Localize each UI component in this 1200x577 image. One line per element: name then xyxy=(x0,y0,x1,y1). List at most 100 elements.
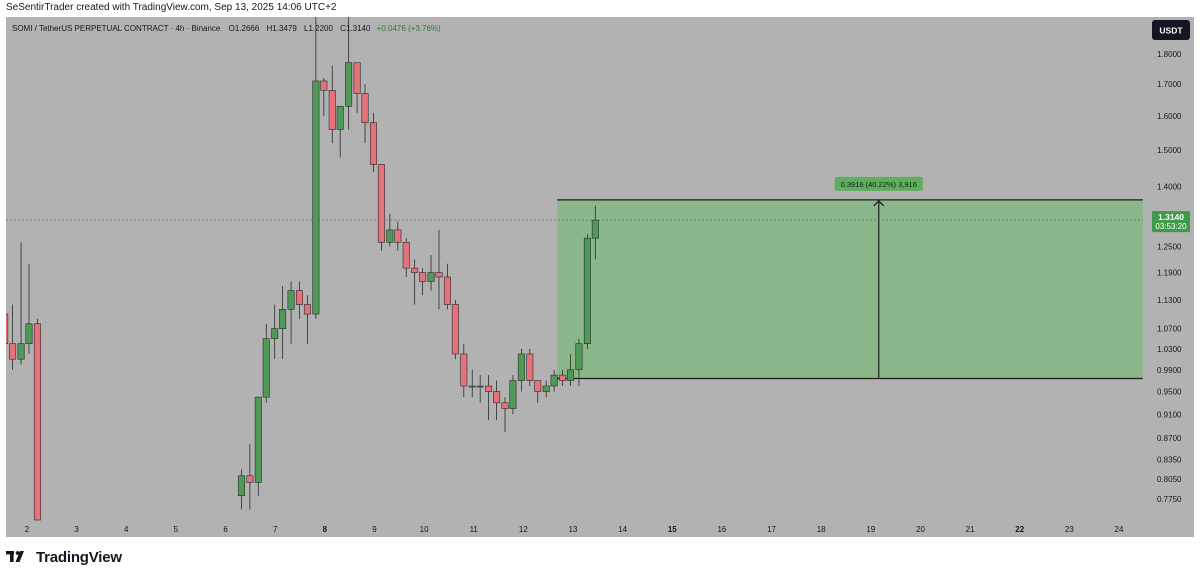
candle xyxy=(361,84,369,144)
date-tick-label: 10 xyxy=(420,525,429,534)
legend-low: L1.2200 xyxy=(304,24,333,33)
candles xyxy=(6,17,599,521)
candle xyxy=(468,369,476,398)
date-tick-label: 11 xyxy=(470,525,479,534)
candle xyxy=(17,242,25,365)
price-tick-label: 1.0700 xyxy=(1157,325,1182,334)
legend-high: H1.3479 xyxy=(267,24,298,33)
date-tick-label: 17 xyxy=(767,525,776,534)
tradingview-brand: TradingView xyxy=(36,548,122,566)
candle xyxy=(303,295,311,344)
price-tick-label: 1.1300 xyxy=(1157,296,1182,305)
date-tick-label: 23 xyxy=(1065,525,1074,534)
candle xyxy=(262,323,270,403)
date-tick-label: 24 xyxy=(1115,525,1124,534)
candle xyxy=(435,229,443,310)
date-tick-label: 9 xyxy=(372,525,377,534)
candle xyxy=(369,112,377,172)
date-tick-label: 20 xyxy=(916,525,925,534)
candle xyxy=(353,62,361,113)
candle xyxy=(427,255,435,291)
candle xyxy=(591,205,599,260)
candle xyxy=(9,304,17,370)
candle xyxy=(509,375,517,415)
candle xyxy=(559,369,567,387)
date-tick-label: 6 xyxy=(223,525,228,534)
candle xyxy=(386,213,394,247)
legend-change: +0.0476 (+3.76%) xyxy=(377,24,441,33)
candle xyxy=(485,375,493,421)
bar-countdown: 03:53:20 xyxy=(1155,222,1187,231)
candle xyxy=(296,281,304,319)
date-tick-label: 16 xyxy=(717,525,726,534)
tradingview-logo-icon xyxy=(6,551,24,562)
candle xyxy=(550,369,558,392)
price-tick-label: 0.9900 xyxy=(1157,366,1182,375)
date-tick-label: 12 xyxy=(519,525,528,534)
price-tick-label: 1.5000 xyxy=(1157,146,1182,155)
price-tick-label: 0.7750 xyxy=(1157,495,1182,504)
price-tick-label: 1.7000 xyxy=(1157,80,1182,89)
candle xyxy=(451,299,459,360)
arrow-up-icon xyxy=(873,200,885,207)
candle xyxy=(411,259,419,305)
candle xyxy=(271,304,279,360)
candle xyxy=(542,380,550,398)
measure-label-bg xyxy=(834,176,923,191)
candle xyxy=(320,77,328,117)
candle xyxy=(460,343,468,398)
price-chart[interactable]: 0.3916 (40.22%) 3,916 1.8000 1.7000 1.6000… xyxy=(6,17,1194,537)
price-tick-label: 1.0300 xyxy=(1157,345,1182,354)
date-tick-label: 8 xyxy=(323,525,328,534)
price-tick-label: 1.6000 xyxy=(1157,112,1182,121)
date-tick-label: 21 xyxy=(966,525,975,534)
candle xyxy=(279,286,287,360)
candle xyxy=(534,380,542,403)
date-tick-label: 4 xyxy=(124,525,129,534)
legend-open: O1.2666 xyxy=(229,24,260,33)
price-axis[interactable]: 1.8000 1.7000 1.6000 1.5000 1.4000 1.2500 1.19… xyxy=(1157,50,1182,504)
date-tick-label: 5 xyxy=(174,525,179,534)
candle xyxy=(287,281,295,344)
price-tick-label: 1.1900 xyxy=(1157,269,1182,278)
legend-close: C1.3140 xyxy=(340,24,371,33)
date-tick-label: 2 xyxy=(25,525,30,534)
candle xyxy=(6,313,9,345)
currency-button[interactable]: USDT xyxy=(1152,20,1190,40)
candle xyxy=(328,65,336,144)
price-tick-label: 1.2500 xyxy=(1157,243,1182,252)
candle xyxy=(345,17,353,130)
date-tick-label: 3 xyxy=(74,525,79,534)
date-tick-label: 14 xyxy=(618,525,627,534)
time-axis[interactable]: 2 3 4 5 6 7 8 9 10 11 12 13 14 15 16 17 18 19 20 21 22 23 24 xyxy=(25,525,1124,534)
last-price-value: 1.3140 xyxy=(1158,212,1184,222)
date-tick-label: 15 xyxy=(668,525,677,534)
candle xyxy=(583,234,591,349)
price-tick-label: 0.9500 xyxy=(1157,388,1182,397)
candle xyxy=(394,221,402,251)
date-tick-label: 22 xyxy=(1015,525,1024,534)
candle xyxy=(33,318,41,521)
measure-tool[interactable]: 0.3916 (40.22%) 3,916 xyxy=(557,176,1143,380)
date-tick-label: 19 xyxy=(866,525,875,534)
legend-symbol: SOMI / TetherUS PERPETUAL CONTRACT · 4h … xyxy=(12,24,221,33)
candle xyxy=(476,375,484,403)
currency-label: USDT xyxy=(1159,26,1183,36)
price-tick-label: 1.4000 xyxy=(1157,183,1182,192)
date-tick-label: 18 xyxy=(817,525,826,534)
chart-legend: SOMI / TetherUS PERPETUAL CONTRACT · 4h … xyxy=(12,24,441,33)
candle xyxy=(575,338,583,387)
measure-label: 0.3916 (40.22%) 3,916 xyxy=(841,180,917,189)
price-tick-label: 0.8700 xyxy=(1157,434,1182,443)
candle xyxy=(25,263,33,354)
candle xyxy=(312,17,320,319)
candle xyxy=(237,469,245,510)
measure-range-box[interactable] xyxy=(557,199,1143,379)
top-bar: SeSentirTrader created with TradingView.… xyxy=(0,0,1200,16)
price-tick-label: 0.8050 xyxy=(1157,475,1182,484)
date-tick-label: 7 xyxy=(273,525,278,534)
candle xyxy=(336,105,344,158)
price-tick-label: 0.8350 xyxy=(1157,456,1182,465)
candle xyxy=(419,268,427,296)
candle xyxy=(402,238,410,277)
